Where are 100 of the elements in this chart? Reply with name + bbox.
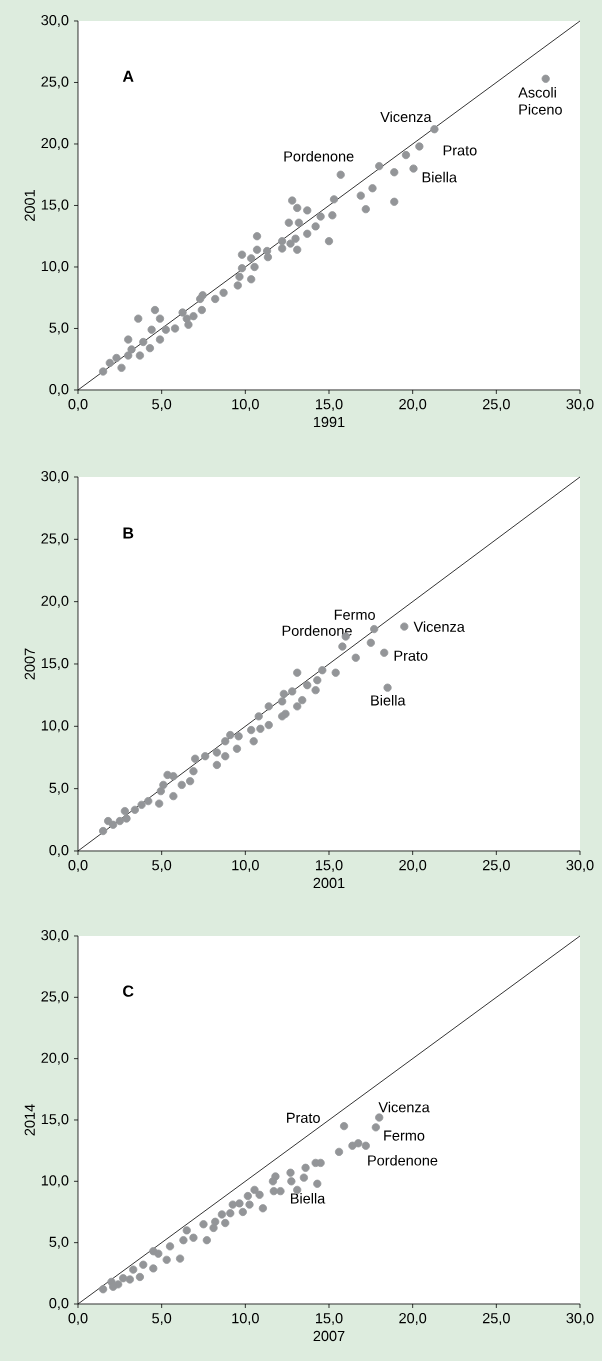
- point: [122, 814, 131, 823]
- point: [226, 1209, 235, 1218]
- point: [221, 1218, 230, 1228]
- point: [279, 689, 288, 698]
- point: [380, 648, 389, 657]
- point: [243, 1191, 252, 1201]
- point: [313, 676, 322, 685]
- annotation: Biella: [371, 694, 406, 706]
- point: [212, 748, 221, 757]
- point: [217, 1210, 227, 1219]
- x-tick-label: 10,0: [232, 399, 259, 411]
- point: [162, 1255, 171, 1264]
- point: [268, 1177, 278, 1186]
- x-tick-label: 20,0: [399, 860, 427, 872]
- annotation: Vicenza: [413, 621, 465, 632]
- point: [247, 725, 256, 735]
- text: C: [123, 985, 134, 997]
- point: [250, 1185, 259, 1194]
- point: [334, 1147, 344, 1156]
- point: [303, 681, 312, 690]
- point: [235, 1199, 244, 1208]
- y-tick-label: 0,0: [49, 383, 69, 396]
- point: [202, 1236, 211, 1245]
- x-tick-label: 20,0: [399, 1313, 427, 1325]
- x-tick-label: 30,0: [566, 860, 594, 872]
- point: [276, 1187, 285, 1196]
- y-tick-label: 5,0: [49, 782, 69, 795]
- y-tick-label: 5,0: [49, 322, 69, 335]
- annotation: Prato: [443, 145, 477, 156]
- x-tick-label: 15,0: [316, 860, 343, 872]
- point: [212, 760, 221, 770]
- point: [139, 1260, 148, 1269]
- point: [199, 1220, 208, 1229]
- x-tick-label: 15,0: [316, 1313, 343, 1325]
- point: [269, 1187, 278, 1196]
- annotation: Prato: [287, 1112, 320, 1123]
- annotation: Vicenza: [378, 1101, 430, 1113]
- point: [182, 1226, 191, 1235]
- y-tick-label: 10,0: [41, 720, 69, 733]
- point: [221, 752, 230, 761]
- y-tick-label: 5,0: [49, 1236, 69, 1249]
- y-tick-label: 30,0: [41, 470, 69, 483]
- y-tick-label: 20,0: [41, 595, 69, 608]
- point: [201, 752, 210, 761]
- y-tick-label: 15,0: [41, 1113, 69, 1126]
- x-tick-label: 20,0: [399, 399, 427, 411]
- point: [177, 780, 186, 790]
- point: [264, 720, 273, 730]
- point: [129, 1265, 138, 1274]
- annotation: Vicenza: [380, 111, 432, 123]
- point: [175, 1254, 185, 1263]
- point: [238, 1207, 247, 1217]
- point: [137, 800, 146, 809]
- point: [371, 1123, 380, 1132]
- y-tick-label: 15,0: [41, 199, 69, 212]
- x-axis-title: 2001: [313, 877, 345, 889]
- point: [156, 787, 165, 796]
- y-tick-label: 30,0: [41, 929, 69, 942]
- y-tick-label: 25,0: [41, 76, 69, 89]
- y-tick-label: 20,0: [41, 137, 69, 150]
- point: [400, 622, 409, 631]
- annotation: Pordenone: [282, 625, 352, 636]
- y-tick-label: 10,0: [41, 260, 69, 273]
- x-tick-label: 30,0: [566, 399, 594, 411]
- annotation: Pordenone: [284, 150, 354, 162]
- point: [149, 1247, 158, 1256]
- point: [313, 1179, 322, 1188]
- y-tick-label: 0,0: [49, 844, 69, 857]
- point: [228, 1200, 237, 1209]
- point: [278, 697, 287, 706]
- point: [163, 770, 172, 780]
- point: [258, 1204, 267, 1213]
- y-tick-label: 25,0: [41, 991, 69, 1004]
- annotation: Ascoli Piceno: [518, 87, 562, 115]
- point: [293, 668, 302, 677]
- annotation: Pordenone: [368, 1154, 438, 1166]
- point: [186, 777, 195, 786]
- point: [311, 686, 320, 695]
- annotation: Biella: [290, 1192, 326, 1204]
- point: [351, 653, 360, 662]
- x-tick-label: 10,0: [232, 860, 259, 872]
- point: [331, 668, 340, 677]
- text: B: [123, 527, 134, 539]
- x-tick-label: 10,0: [232, 1313, 259, 1325]
- point: [318, 666, 327, 675]
- annotation: Fermo: [334, 609, 375, 620]
- point: [109, 820, 118, 829]
- x-tick-label: 15,0: [316, 399, 343, 411]
- point: [366, 638, 375, 647]
- x-tick-label: 25,0: [482, 399, 510, 411]
- x-tick-label: 25,0: [482, 1313, 510, 1325]
- point: [191, 754, 200, 763]
- point: [169, 792, 178, 801]
- point: [221, 737, 230, 746]
- point: [189, 1233, 198, 1242]
- point: [209, 1223, 218, 1233]
- x-tick-label: 5,0: [152, 860, 172, 872]
- point: [245, 1200, 254, 1209]
- point: [179, 1236, 188, 1245]
- point: [375, 1113, 384, 1122]
